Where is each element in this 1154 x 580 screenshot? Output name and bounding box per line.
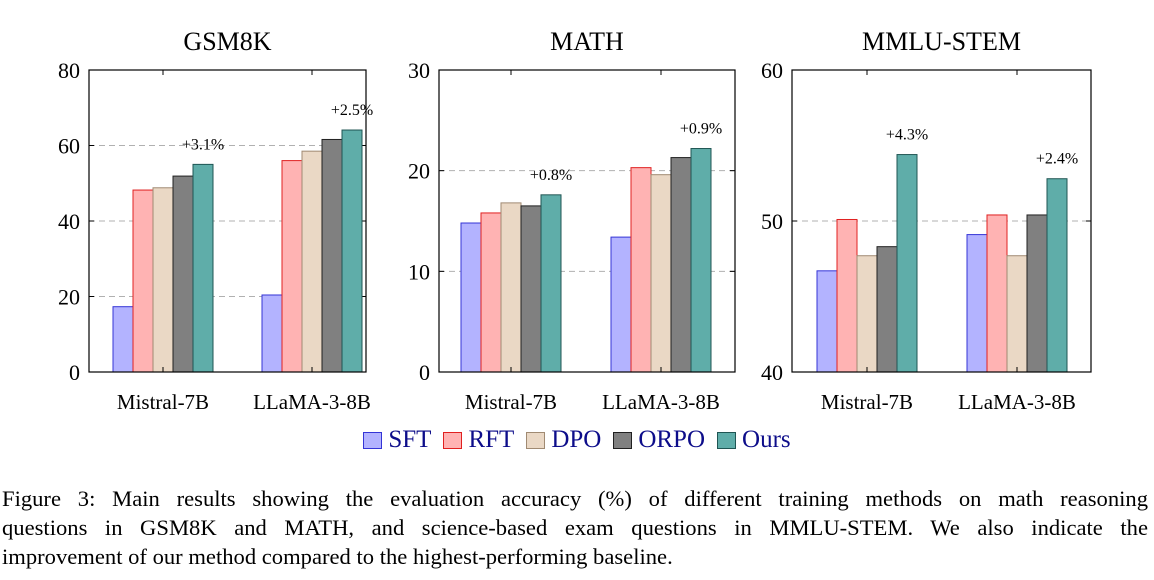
chart-title: GSM8K: [183, 27, 271, 56]
bar-ours-1: [896, 154, 918, 373]
bar-sft-1: [460, 222, 482, 373]
x-tick-label: LLaMA-3-8B: [602, 390, 720, 414]
bar-orpo-2: [670, 157, 692, 373]
improvement-annotation: +4.3%: [886, 127, 928, 144]
bar-orpo-2: [1026, 214, 1048, 373]
x-tick-label: LLaMA-3-8B: [253, 390, 371, 414]
y-tick-label: 20: [58, 285, 80, 310]
improvement-annotation: +3.1%: [182, 136, 224, 153]
y-tick-label: 50: [761, 209, 783, 234]
y-tick-label: 40: [58, 209, 80, 234]
chart-title: MATH: [550, 27, 624, 56]
legend-label: DPO: [551, 426, 602, 453]
bar-dpo-1: [152, 187, 174, 373]
legend-label: SFT: [388, 426, 432, 453]
bar-sft-1: [816, 270, 838, 373]
bar-ours-2: [1046, 178, 1068, 373]
bar-dpo-2: [1006, 255, 1028, 373]
legend-item-dpo: DPO: [526, 426, 601, 454]
bar-rft-2: [986, 214, 1008, 373]
x-tick-label: LLaMA-3-8B: [958, 390, 1076, 414]
bar-sft-2: [966, 234, 988, 373]
bar-orpo-2: [321, 138, 343, 373]
bar-dpo-2: [301, 150, 323, 373]
improvement-annotation: +2.4%: [1036, 151, 1078, 168]
legend-swatch: [443, 431, 463, 449]
legend-item-ours: Ours: [717, 426, 791, 454]
y-tick-label: 60: [58, 134, 80, 159]
bar-rft-1: [480, 212, 502, 373]
legend-swatch: [526, 431, 546, 449]
bar-orpo-1: [520, 205, 542, 373]
bar-rft-1: [132, 189, 154, 373]
legend-swatch: [613, 431, 633, 449]
axis-frame: [438, 69, 736, 373]
legend-item-rft: RFT: [443, 426, 514, 454]
y-tick-label: 0: [69, 360, 80, 385]
x-tick-label: Mistral-7B: [821, 390, 913, 414]
bar-rft-2: [630, 167, 652, 373]
x-tick-label: Mistral-7B: [117, 390, 209, 414]
bar-dpo-1: [500, 202, 522, 373]
y-tick-label: 0: [419, 360, 430, 385]
bar-dpo-2: [650, 174, 672, 373]
legend-item-sft: SFT: [363, 426, 431, 454]
legend-item-orpo: ORPO: [613, 426, 705, 454]
axis-frame: [791, 69, 1092, 373]
chart-title: MMLU-STEM: [862, 27, 1021, 56]
improvement-annotation: +0.9%: [680, 121, 722, 138]
figure-caption: Figure 3: Main results showing the evalu…: [2, 484, 1148, 571]
legend-label: ORPO: [638, 426, 706, 453]
bar-ours-2: [690, 148, 712, 373]
y-tick-label: 20: [408, 159, 430, 184]
caption-line-3: improvement of our method compared to th…: [2, 544, 673, 569]
axis-frame: [88, 69, 367, 373]
bar-sft-2: [261, 294, 283, 373]
chart-figure: GSM8K 0 20 40 60 80 Mistral-7B LLaMA-3-8B +3.1% +…: [58, 27, 1092, 414]
bar-rft-2: [281, 160, 303, 373]
bar-ours-1: [540, 194, 562, 373]
improvement-annotation: +2.5%: [331, 102, 373, 119]
bar-sft-1: [112, 306, 134, 373]
chart-legend: SFT RFT DPO ORPO Ours: [0, 424, 1154, 456]
legend-label: RFT: [468, 426, 515, 453]
caption-line-1: Figure 3: Main results showing the evalu…: [2, 486, 1148, 511]
caption-line-2: questions in GSM8K and MATH, and science…: [2, 515, 1148, 540]
bar-ours-2: [341, 129, 363, 373]
bar-ours-1: [192, 163, 214, 373]
improvement-annotation: +0.8%: [530, 167, 572, 184]
legend-swatch: [717, 431, 737, 449]
bar-dpo-1: [856, 255, 878, 373]
bar-orpo-1: [172, 175, 194, 373]
bar-sft-2: [610, 236, 632, 373]
bar-rft-1: [836, 218, 858, 373]
bar-orpo-1: [876, 246, 898, 373]
y-tick-label: 80: [58, 58, 80, 83]
y-tick-label: 60: [761, 58, 783, 83]
y-tick-label: 30: [408, 58, 430, 83]
y-tick-label: 40: [761, 360, 783, 385]
x-tick-label: Mistral-7B: [465, 390, 557, 414]
chart-panel-1: GSM8K 0 20 40 60 80 Mistral-7B LLaMA-3-8B +3.1% +…: [58, 27, 373, 414]
legend-label: Ours: [742, 426, 791, 453]
legend-swatch: [363, 431, 383, 449]
chart-panel-2: MATH 0 10 20 30 Mistral-7B LLaMA-3-8B +0.8% +0.9…: [408, 27, 736, 414]
y-tick-label: 10: [408, 259, 430, 284]
chart-panel-3: MMLU-STEM 40 50 60 Mistral-7B LLaMA-3-8B +4.3%…: [761, 27, 1092, 414]
